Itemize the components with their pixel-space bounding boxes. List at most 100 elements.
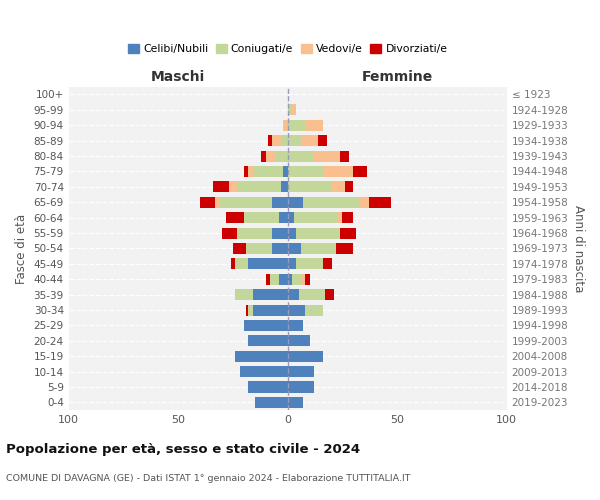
- Bar: [360, 196, 369, 208]
- Bar: [287, 150, 314, 162]
- Bar: [353, 166, 367, 177]
- Bar: [323, 258, 331, 270]
- Bar: [292, 104, 296, 116]
- Bar: [213, 182, 229, 192]
- Bar: [255, 397, 287, 408]
- Bar: [287, 350, 323, 362]
- Bar: [229, 182, 238, 192]
- Text: Femmine: Femmine: [362, 70, 433, 84]
- Bar: [305, 304, 323, 316]
- Bar: [287, 304, 305, 316]
- Bar: [268, 135, 272, 146]
- Bar: [253, 304, 287, 316]
- Bar: [323, 166, 353, 177]
- Bar: [287, 182, 331, 192]
- Bar: [299, 289, 325, 300]
- Bar: [246, 243, 272, 254]
- Bar: [287, 336, 310, 346]
- Text: Popolazione per età, sesso e stato civile - 2024: Popolazione per età, sesso e stato civil…: [6, 442, 360, 456]
- Bar: [200, 196, 215, 208]
- Bar: [283, 120, 287, 131]
- Bar: [279, 212, 287, 223]
- Bar: [248, 382, 287, 392]
- Bar: [303, 196, 360, 208]
- Bar: [248, 336, 287, 346]
- Bar: [220, 196, 272, 208]
- Bar: [270, 274, 279, 285]
- Bar: [238, 182, 281, 192]
- Bar: [287, 258, 296, 270]
- Bar: [287, 166, 323, 177]
- Bar: [325, 289, 334, 300]
- Bar: [272, 135, 281, 146]
- Bar: [281, 135, 287, 146]
- Bar: [266, 150, 275, 162]
- Bar: [287, 243, 301, 254]
- Bar: [287, 320, 303, 331]
- Bar: [287, 212, 294, 223]
- Bar: [235, 258, 248, 270]
- Bar: [287, 228, 296, 238]
- Bar: [287, 289, 299, 300]
- Bar: [287, 120, 305, 131]
- Bar: [281, 182, 287, 192]
- Y-axis label: Anni di nascita: Anni di nascita: [572, 205, 585, 292]
- Bar: [248, 258, 287, 270]
- Bar: [287, 104, 292, 116]
- Bar: [253, 166, 283, 177]
- Bar: [344, 182, 353, 192]
- Bar: [215, 196, 220, 208]
- Bar: [238, 228, 272, 238]
- Bar: [226, 212, 244, 223]
- Bar: [283, 166, 287, 177]
- Bar: [338, 212, 343, 223]
- Bar: [244, 212, 279, 223]
- Bar: [231, 258, 235, 270]
- Bar: [262, 150, 266, 162]
- Bar: [287, 196, 303, 208]
- Bar: [319, 135, 327, 146]
- Bar: [253, 289, 287, 300]
- Bar: [235, 289, 253, 300]
- Bar: [331, 182, 344, 192]
- Bar: [301, 274, 305, 285]
- Bar: [244, 166, 248, 177]
- Bar: [248, 166, 253, 177]
- Bar: [222, 228, 238, 238]
- Bar: [296, 258, 323, 270]
- Bar: [292, 274, 301, 285]
- Y-axis label: Fasce di età: Fasce di età: [15, 214, 28, 284]
- Bar: [244, 320, 287, 331]
- Bar: [287, 135, 301, 146]
- Bar: [275, 150, 287, 162]
- Bar: [287, 397, 303, 408]
- Bar: [287, 366, 314, 377]
- Bar: [287, 382, 314, 392]
- Bar: [246, 304, 248, 316]
- Bar: [301, 243, 336, 254]
- Bar: [233, 243, 246, 254]
- Bar: [272, 243, 287, 254]
- Bar: [314, 150, 340, 162]
- Bar: [305, 120, 323, 131]
- Text: COMUNE DI DAVAGNA (GE) - Dati ISTAT 1° gennaio 2024 - Elaborazione TUTTITALIA.IT: COMUNE DI DAVAGNA (GE) - Dati ISTAT 1° g…: [6, 474, 410, 483]
- Bar: [279, 274, 287, 285]
- Bar: [369, 196, 391, 208]
- Bar: [266, 274, 270, 285]
- Bar: [340, 228, 356, 238]
- Legend: Celibi/Nubili, Coniugati/e, Vedovi/e, Divorziati/e: Celibi/Nubili, Coniugati/e, Vedovi/e, Di…: [125, 42, 450, 56]
- Bar: [301, 135, 319, 146]
- Bar: [343, 212, 353, 223]
- Text: Maschi: Maschi: [151, 70, 205, 84]
- Bar: [272, 196, 287, 208]
- Bar: [340, 150, 349, 162]
- Bar: [305, 274, 310, 285]
- Bar: [235, 350, 287, 362]
- Bar: [296, 228, 340, 238]
- Bar: [239, 366, 287, 377]
- Bar: [287, 274, 292, 285]
- Bar: [248, 304, 253, 316]
- Bar: [272, 228, 287, 238]
- Bar: [294, 212, 338, 223]
- Bar: [336, 243, 353, 254]
